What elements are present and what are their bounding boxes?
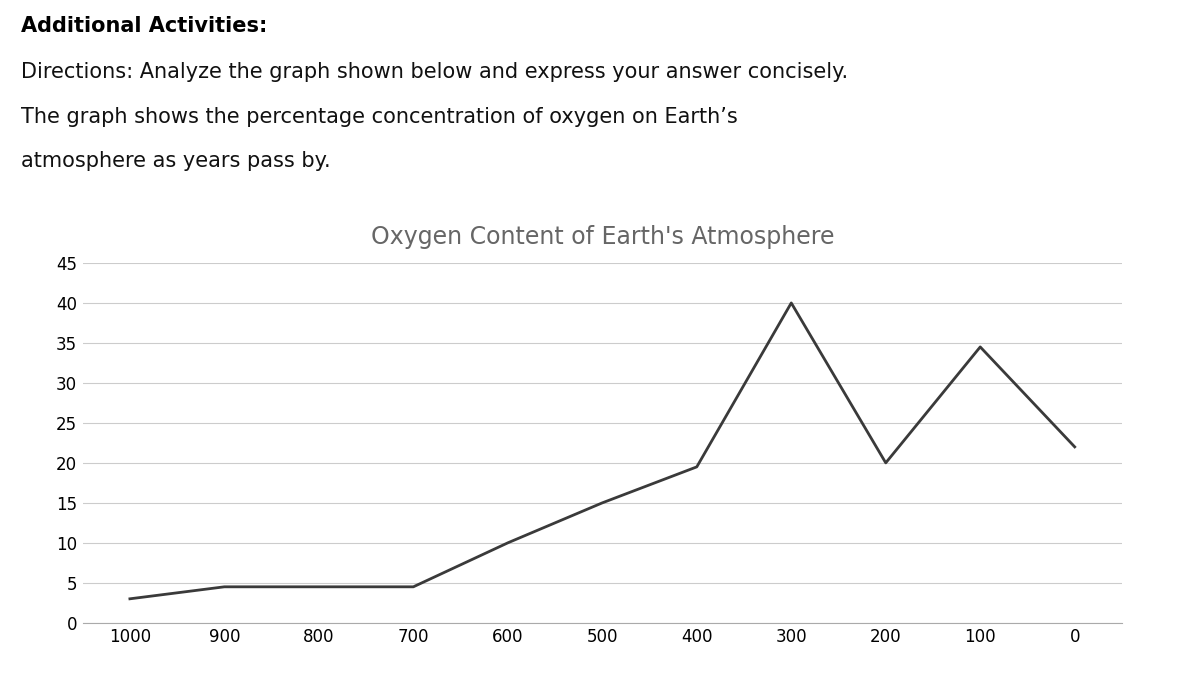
- Legend: Oxygen (vol %): Oxygen (vol %): [509, 689, 696, 692]
- Title: Oxygen Content of Earth's Atmosphere: Oxygen Content of Earth's Atmosphere: [371, 224, 834, 248]
- Text: Directions: Analyze the graph shown below and express your answer concisely.: Directions: Analyze the graph shown belo…: [21, 62, 848, 82]
- Text: atmosphere as years pass by.: atmosphere as years pass by.: [21, 151, 331, 171]
- Text: The graph shows the percentage concentration of oxygen on Earth’s: The graph shows the percentage concentra…: [21, 107, 738, 127]
- Text: Additional Activities:: Additional Activities:: [21, 15, 268, 35]
